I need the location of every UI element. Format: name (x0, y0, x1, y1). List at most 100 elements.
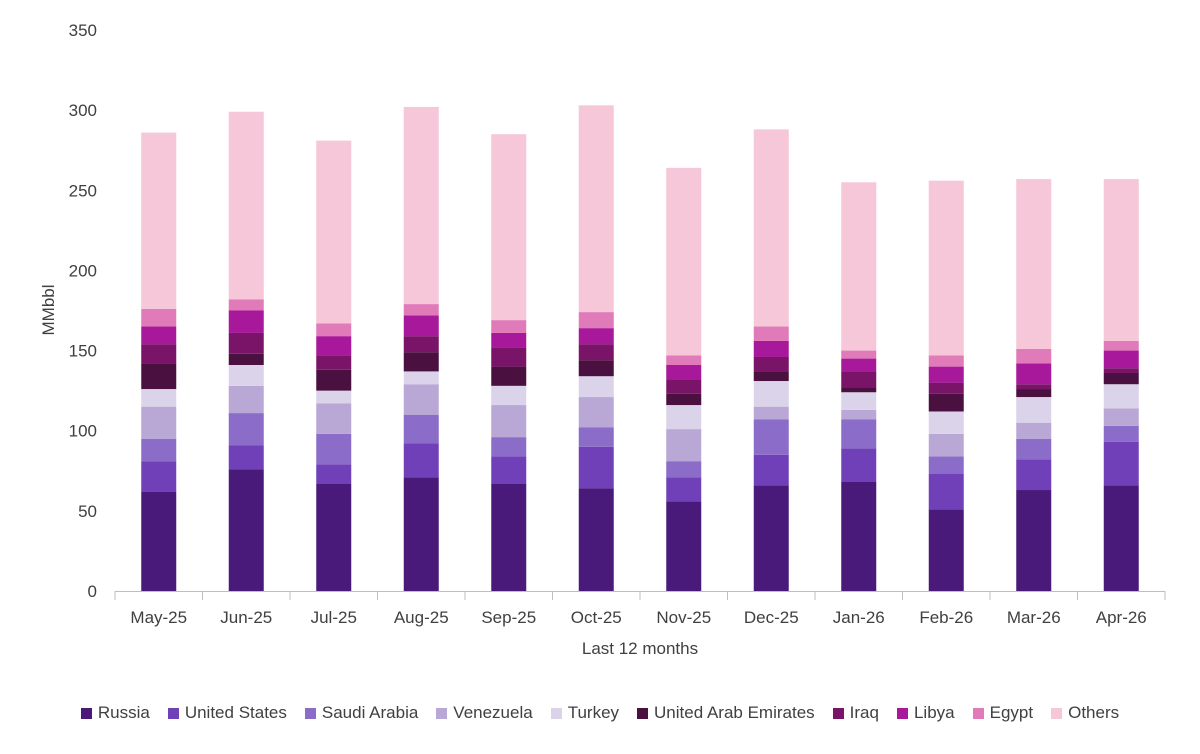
bar-segment (403, 106, 439, 305)
x-tick-label: Jul-25 (311, 608, 357, 627)
bar-stack (316, 140, 352, 591)
bar-segment (1103, 179, 1139, 341)
legend-label: Libya (913, 703, 955, 722)
bar-segment (1016, 348, 1052, 364)
bar-segment (928, 473, 964, 510)
legend-label: United Arab Emirates (654, 703, 815, 722)
x-tick-label: Apr-26 (1096, 608, 1147, 627)
bar-segment (578, 488, 614, 591)
bar-segment (228, 332, 264, 354)
bar-segment (1103, 368, 1139, 374)
bar-stack (228, 111, 264, 591)
bar-segment (141, 438, 177, 462)
y-tick-label: 100 (69, 422, 97, 441)
bar-segment (578, 328, 614, 345)
bar-stack (1103, 179, 1139, 591)
bar-segment (666, 501, 702, 591)
bar-segment (141, 132, 177, 309)
bar-segment (1016, 397, 1052, 423)
bar-segment (666, 477, 702, 502)
legend-item: Venezuela (436, 703, 533, 723)
y-tick-label: 250 (69, 181, 97, 200)
legend-item: United States (167, 703, 287, 723)
bar-segment (228, 353, 264, 365)
y-tick-label: 150 (69, 342, 97, 361)
bar-segment (228, 413, 264, 446)
y-axis-ticks: 0 50 100 150 200 250 300 350 (69, 21, 97, 601)
bar-stack (403, 106, 439, 591)
bar-segment (928, 180, 964, 356)
legend-item: Others (1051, 703, 1119, 723)
bar-segment (228, 469, 264, 591)
bar-segment (666, 393, 702, 406)
bar-segment (141, 308, 177, 327)
legend-swatch (304, 707, 316, 719)
bar-segment (228, 299, 264, 311)
legend-item: United Arab Emirates (637, 703, 815, 723)
bar-segment (841, 358, 877, 372)
bar-segment (1103, 350, 1139, 369)
bar-segment (228, 364, 264, 386)
legend-swatch (637, 707, 649, 719)
bar-segment (491, 456, 527, 484)
legend-label: Saudi Arabia (321, 703, 419, 722)
bar-segment (491, 385, 527, 406)
bar-segment (141, 344, 177, 364)
bar-segment (841, 371, 877, 388)
bar-segment (928, 456, 964, 474)
bar-segment (753, 485, 789, 591)
legend-label: Others (1068, 703, 1120, 722)
bar-segment (403, 384, 439, 415)
bar-segment (316, 140, 352, 324)
bar-segment (141, 491, 177, 591)
y-axis-title: MMbbl (39, 284, 58, 335)
legend-item: Iraq (832, 703, 879, 723)
bar-segment (753, 340, 789, 357)
legend-swatch (550, 707, 562, 719)
bar-segment (1103, 425, 1139, 442)
bar-segment (666, 364, 702, 380)
bar-segment (928, 411, 964, 434)
bar-stack (1016, 179, 1052, 591)
bar-segment (403, 477, 439, 591)
bar-stack (841, 182, 877, 591)
bar-segment (403, 304, 439, 316)
bar-segment (1103, 384, 1139, 409)
bar-segment (228, 445, 264, 470)
bar-segment (578, 344, 614, 361)
bar-segment (841, 482, 877, 591)
bar-segment (316, 323, 352, 337)
bar-segment (753, 371, 789, 382)
bar-stack (666, 167, 702, 591)
bar-segment (753, 356, 789, 372)
x-tick-label: Feb-26 (919, 608, 973, 627)
bar-segment (1103, 340, 1139, 351)
bar-segment (578, 105, 614, 313)
bar-segment (403, 443, 439, 478)
bar-segment (491, 320, 527, 333)
bar-segment (1016, 389, 1052, 398)
bar-segment (316, 390, 352, 404)
bar-segment (491, 134, 527, 321)
bar-segment (666, 429, 702, 462)
bar-segment (666, 461, 702, 478)
bar-segment (1103, 441, 1139, 486)
bar-segment (1103, 408, 1139, 426)
bar-segment (316, 336, 352, 356)
y-tick-label: 0 (88, 582, 97, 601)
bar-segment (666, 167, 702, 356)
legend-item: Russia (80, 703, 150, 723)
bar-stack (578, 105, 614, 591)
bar-segment (841, 409, 877, 420)
bar-segment (666, 405, 702, 430)
bars (141, 105, 1139, 591)
bar-segment (666, 355, 702, 365)
bar-segment (141, 363, 177, 390)
y-tick-label: 350 (69, 21, 97, 40)
bar-segment (403, 336, 439, 353)
x-tick-label: Dec-25 (744, 608, 799, 627)
bar-segment (928, 366, 964, 383)
legend-label: Russia (97, 703, 150, 722)
legend-label: Venezuela (453, 703, 533, 722)
legend-item: Saudi Arabia (304, 703, 419, 723)
